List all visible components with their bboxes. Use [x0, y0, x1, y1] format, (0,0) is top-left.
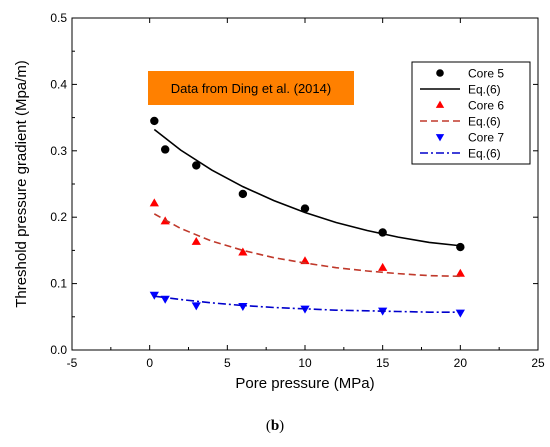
legend-marker-5 [435, 134, 445, 142]
data-point-series-5 [455, 309, 465, 318]
legend-label-6: Eq.(6) [468, 147, 501, 161]
y-tick-label: 0.1 [50, 277, 67, 291]
legend-frame [411, 61, 531, 165]
data-point-series-5 [160, 295, 170, 304]
fit-line-series-4 [153, 213, 461, 278]
y-tick-label: 0.4 [50, 77, 67, 91]
data-point-series-1 [192, 161, 201, 170]
y-tick-label: 0.2 [50, 210, 67, 224]
axes: -5 0 5 10 15 20 25 0.0 0.1 0.2 0.3 0.4 0.5 [50, 11, 545, 370]
figure-caption: (b) [0, 418, 550, 435]
data-point-series-3 [455, 268, 465, 277]
x-tick-label: 0 [146, 356, 153, 370]
legend-label-2: Eq.(6) [468, 83, 501, 97]
x-tick-label: -5 [67, 356, 78, 370]
x-tick-label: 15 [376, 356, 390, 370]
data-point-series-1 [300, 204, 310, 213]
legend-label-4: Eq.(6) [468, 115, 501, 129]
y-axis-label: Threshold pressure gradient (Mpa/m) [13, 60, 30, 308]
caption-letter: b [270, 418, 280, 434]
legend-label-3: Core 6 [468, 99, 504, 113]
legend: Core 5 Eq.(6) Core 6 Eq.(6) Core 7 Eq.(6) [411, 61, 531, 165]
legend-label-1: Core 5 [468, 67, 504, 81]
data-point-series-1 [150, 116, 159, 126]
data-point-series-3 [378, 262, 388, 271]
data-point-series-5 [300, 305, 310, 314]
data-point-series-3 [149, 198, 159, 207]
caption-open: ( [265, 418, 271, 434]
data-point-series-1 [238, 189, 248, 199]
data-point-series-1 [456, 242, 465, 252]
annotation-text: Data from Ding et al. (2014) [171, 81, 331, 96]
data-point-series-1 [161, 145, 170, 154]
annotation-background [148, 71, 354, 105]
data-point-series-5 [149, 291, 159, 300]
data-point-series-5 [238, 303, 248, 312]
data-point-series-3 [191, 236, 201, 245]
legend-marker-1 [436, 69, 444, 77]
fit-line-series-6 [154, 295, 461, 313]
legend-marker-3 [435, 100, 445, 108]
x-tick-label: 5 [224, 356, 231, 370]
x-tick-label: 10 [298, 356, 312, 370]
annotation-box: Data from Ding et al. (2014) [148, 71, 354, 105]
data-point-series-3 [238, 247, 248, 256]
x-tick-label: 25 [531, 356, 545, 370]
y-tick-label: 0.5 [50, 11, 67, 25]
y-tick-label: 0.3 [50, 144, 67, 158]
y-tick-label: 0.0 [50, 343, 67, 357]
caption-close: ) [279, 418, 285, 434]
x-axis-label: Pore pressure (MPa) [235, 375, 374, 392]
legend-label-5: Core 7 [468, 131, 504, 145]
fit-line-series-2 [153, 128, 461, 247]
plot-area [149, 116, 465, 318]
x-tick-label: 20 [454, 356, 468, 370]
data-point-series-5 [191, 302, 201, 311]
